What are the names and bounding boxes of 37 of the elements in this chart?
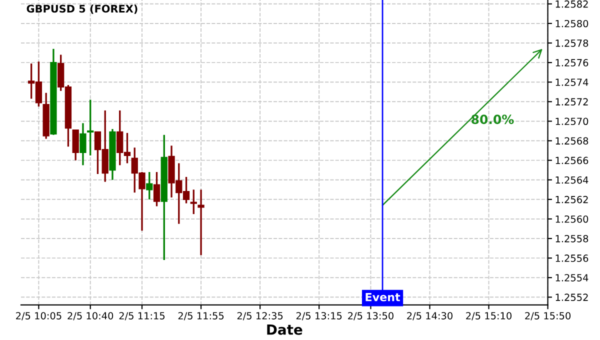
x-tick-label: 2/5 14:30 xyxy=(407,312,452,320)
y-tick-label: 1.2562 xyxy=(556,196,588,204)
y-tick-label: 1.2576 xyxy=(556,59,588,66)
candlestick xyxy=(80,122,86,166)
x-tick-label: 2/5 11:55 xyxy=(178,312,224,320)
y-tick-label: 1.2566 xyxy=(556,156,588,164)
y-tick-label: 1.2558 xyxy=(556,234,588,242)
x-tick-label: 2/5 12:35 xyxy=(237,312,283,320)
x-tick-label: 2/5 13:50 xyxy=(348,312,394,320)
y-tick-label: 1.2580 xyxy=(556,20,588,28)
y-tick-label: 1.2568 xyxy=(556,137,588,145)
y-tick-label: 1.2556 xyxy=(556,254,588,262)
candlestick xyxy=(153,171,160,208)
x-tick-label: 2/5 10:05 xyxy=(16,312,62,320)
y-tick-label: 1.2574 xyxy=(556,78,588,86)
y-tick-label: 1.2564 xyxy=(556,176,588,184)
x-axis-title: Date xyxy=(267,324,302,335)
x-tick-label: 2/5 11:15 xyxy=(119,312,165,320)
y-tick-label: 1.2578 xyxy=(556,39,588,47)
candlestick xyxy=(146,171,153,200)
x-tick-label: 2/5 10:40 xyxy=(68,312,114,320)
y-tick-label: 1.2570 xyxy=(556,118,588,126)
y-tick-label: 1.2560 xyxy=(556,215,588,223)
chart-title: GBPUSD 5 (FOREX) xyxy=(26,4,138,14)
annotation: 80.0% xyxy=(472,114,514,124)
candlestick xyxy=(198,188,204,256)
x-tick-label: 2/5 15:10 xyxy=(466,312,512,320)
candlestick xyxy=(72,129,79,162)
y-tick-label: 1.2552 xyxy=(556,294,588,301)
candlestick xyxy=(190,188,197,215)
y-tick-label: 1.2582 xyxy=(556,0,588,8)
candlestick xyxy=(87,98,94,156)
y-tick-label: 1.2572 xyxy=(556,98,588,106)
y-tick-label: 1.2554 xyxy=(556,274,588,282)
ref-line-label: Event xyxy=(366,293,400,302)
x-tick-label: 2/5 13:15 xyxy=(296,312,342,320)
x-tick-label: 2/5 15:50 xyxy=(525,312,571,320)
